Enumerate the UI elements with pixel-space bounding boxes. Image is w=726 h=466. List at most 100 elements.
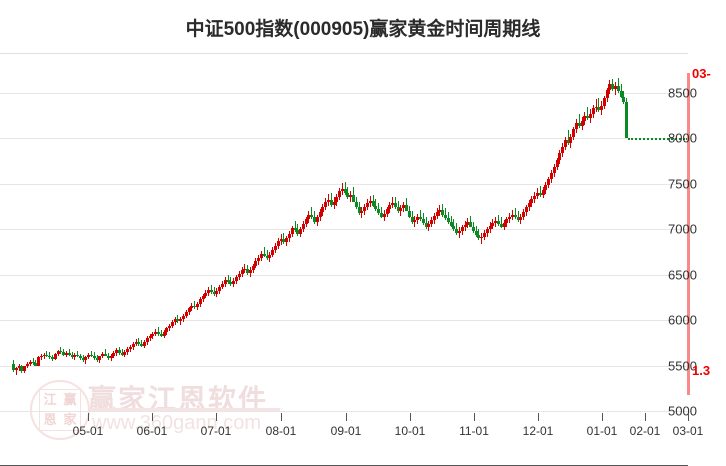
candle-body xyxy=(129,347,133,350)
candle-wick xyxy=(141,340,143,348)
x-axis-tick-05-01 xyxy=(88,413,89,421)
candle-body xyxy=(591,108,595,114)
candle-body xyxy=(315,217,319,222)
gridline-5000 xyxy=(0,411,688,412)
x-axis-tick-08-01 xyxy=(281,413,282,421)
candle-wick xyxy=(378,202,380,215)
candle-wick xyxy=(397,201,399,213)
candle-body xyxy=(201,295,205,300)
gridline-6500 xyxy=(0,275,688,276)
x-axis-label-05-01: 05-01 xyxy=(72,424,104,438)
candle-wick xyxy=(475,225,477,237)
candle-wick xyxy=(311,207,313,220)
chart-plot-area[interactable] xyxy=(0,53,690,466)
y-axis-label-5500: 5500 xyxy=(668,358,697,374)
candle-body xyxy=(148,336,152,339)
seal-char-3: 家 xyxy=(63,412,77,427)
x-axis-label-11-01: 11-01 xyxy=(459,424,489,438)
candle-body xyxy=(240,270,244,274)
gridline-7000 xyxy=(0,229,688,230)
candle-body xyxy=(285,238,289,242)
candle-body xyxy=(575,122,579,130)
x-axis-tick-07-01 xyxy=(216,413,217,421)
x-axis-label-08-01: 08-01 xyxy=(265,424,297,438)
candle-wick xyxy=(194,301,196,310)
candle-body xyxy=(17,365,21,369)
candle-body xyxy=(73,354,77,358)
candle-body xyxy=(207,290,211,293)
candle-body xyxy=(234,277,238,282)
y-axis-label-6500: 6500 xyxy=(668,267,697,283)
candle-body xyxy=(154,331,158,334)
candle-body xyxy=(513,214,517,218)
candle-body xyxy=(232,281,236,284)
candle-wick xyxy=(283,232,285,244)
gridline-5500 xyxy=(0,366,688,367)
candle-wick xyxy=(327,193,329,206)
candle-body xyxy=(62,351,66,355)
candle-wick xyxy=(578,113,580,128)
candle-body xyxy=(248,270,252,273)
candle-body xyxy=(349,194,353,198)
candle-body xyxy=(580,121,584,126)
candle-body xyxy=(137,341,141,344)
x-axis-tick-11-01 xyxy=(474,413,475,421)
candle-body xyxy=(103,353,107,356)
candle-body xyxy=(413,220,417,222)
candle-body xyxy=(602,98,606,106)
candle-body xyxy=(12,363,15,371)
candle-body xyxy=(254,261,258,266)
candle-body xyxy=(251,265,255,271)
candle-body xyxy=(416,216,420,221)
candle-body xyxy=(583,115,587,122)
candle-wick xyxy=(210,284,212,294)
candle-body xyxy=(391,202,395,205)
candle-wick xyxy=(297,223,299,236)
candle-body xyxy=(179,319,183,322)
candle-wick xyxy=(567,130,569,145)
candle-body xyxy=(226,280,230,282)
candle-body xyxy=(329,200,333,205)
x-axis-label-12-01: 12-01 xyxy=(522,424,554,438)
candle-body xyxy=(184,311,188,316)
candle-body xyxy=(95,358,99,361)
candle-wick xyxy=(227,274,229,284)
candle-wick xyxy=(46,351,48,358)
seal-characters: 江 赢 恩 家 xyxy=(39,389,81,431)
candle-body xyxy=(563,140,567,147)
candle-body xyxy=(418,216,422,220)
gridline-8500 xyxy=(0,93,688,94)
candle-body xyxy=(343,189,347,193)
cycle-vertical-line[interactable] xyxy=(687,73,690,395)
x-axis-tick-10-01 xyxy=(410,413,411,421)
candle-body xyxy=(173,319,177,322)
candle-body xyxy=(622,96,626,103)
candle-body xyxy=(34,362,38,366)
candle-body xyxy=(276,241,280,246)
candle-body xyxy=(357,207,361,213)
candle-body xyxy=(536,192,540,196)
candle-wick xyxy=(157,327,159,336)
y-axis-label-7000: 7000 xyxy=(668,221,697,237)
candle-body xyxy=(78,356,82,359)
x-axis-label-01-01: 01-01 xyxy=(586,424,618,438)
candle-body xyxy=(516,217,520,221)
candle-body xyxy=(260,253,264,259)
candle-body xyxy=(287,233,291,239)
candle-wick xyxy=(470,215,472,226)
candle-body xyxy=(101,353,105,357)
candle-body xyxy=(25,363,29,367)
candle-body xyxy=(569,136,573,143)
candle-body xyxy=(561,146,565,153)
candle-body xyxy=(385,209,389,214)
cycle-line-top-label: 03- xyxy=(692,66,711,81)
candle-body xyxy=(496,221,500,224)
candle-wick xyxy=(539,185,541,197)
candle-body xyxy=(223,280,227,284)
candle-body xyxy=(134,341,138,344)
candle-body xyxy=(318,212,322,218)
candle-body xyxy=(126,349,130,352)
x-axis-label-03-01: 03-01 xyxy=(672,424,704,438)
candle-wick xyxy=(369,195,371,207)
candle-wick xyxy=(595,99,597,113)
